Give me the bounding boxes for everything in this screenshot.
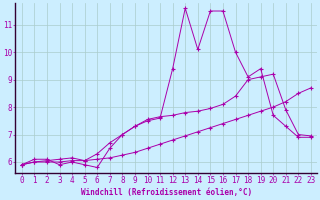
X-axis label: Windchill (Refroidissement éolien,°C): Windchill (Refroidissement éolien,°C) (81, 188, 252, 197)
